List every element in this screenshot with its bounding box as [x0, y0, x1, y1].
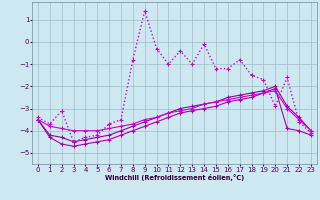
X-axis label: Windchill (Refroidissement éolien,°C): Windchill (Refroidissement éolien,°C) [105, 174, 244, 181]
